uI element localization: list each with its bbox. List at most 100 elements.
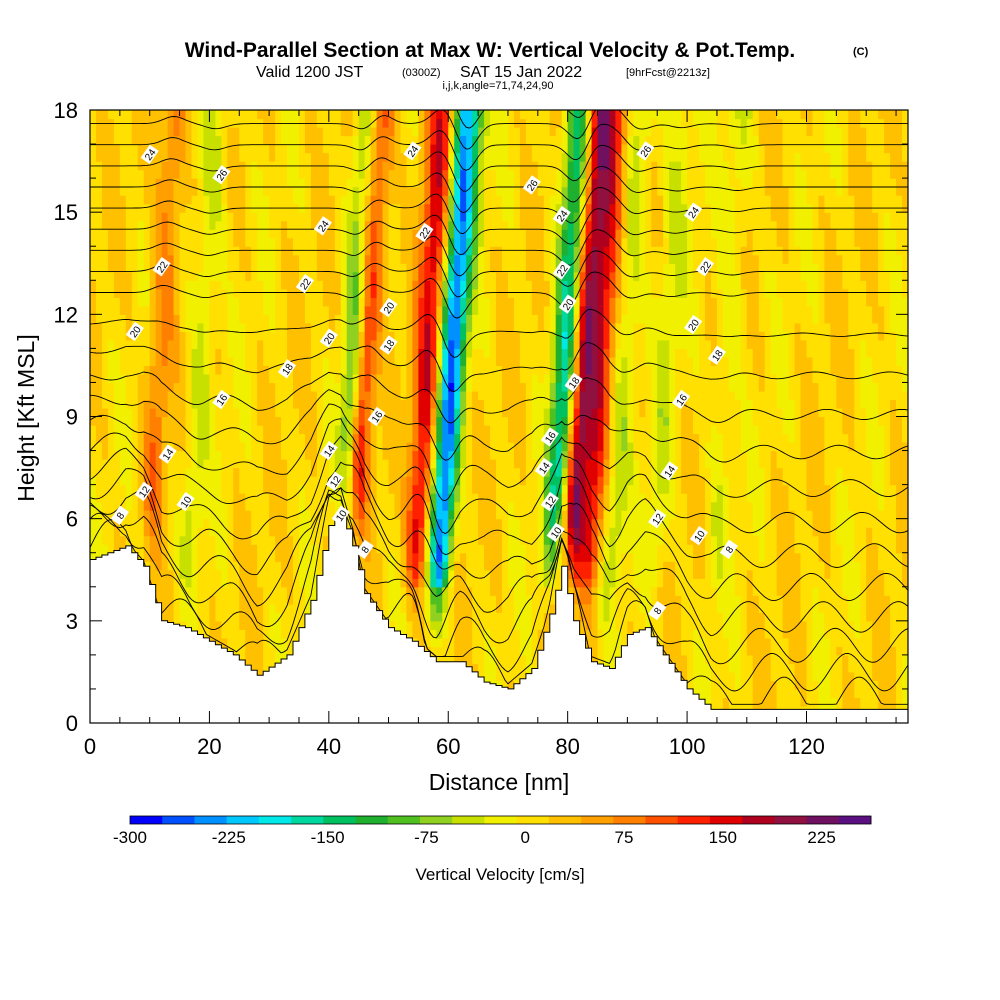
contour-label: 18 xyxy=(564,372,583,393)
y-tick-label: 3 xyxy=(66,609,78,634)
colorbar-segment xyxy=(709,816,743,824)
colorbar-segment xyxy=(806,816,840,824)
colorbar-segment xyxy=(484,816,518,824)
contour-label: 24 xyxy=(403,141,422,161)
contour-label: 22 xyxy=(695,256,714,277)
valid-utc: (0300Z) xyxy=(402,67,441,79)
valid-time-line: Valid 1200 JST (0300Z) SAT 15 Jan 2022 [… xyxy=(256,64,710,81)
contour-label: 18 xyxy=(379,335,398,355)
terrain-mask xyxy=(90,511,908,723)
contour-label: 20 xyxy=(558,294,577,314)
contour-label: 22 xyxy=(552,260,571,280)
contour-label: 20 xyxy=(684,314,702,335)
contour-label: 20 xyxy=(125,321,144,342)
contour-label: 12 xyxy=(325,471,344,491)
y-axis-label: Height [Kft MSL] xyxy=(13,334,39,501)
colorbar-segment xyxy=(419,816,453,824)
contour-label: 10 xyxy=(689,525,708,546)
contour-label: 14 xyxy=(319,440,338,461)
contour-label: 22 xyxy=(415,222,434,243)
contour-label: 12 xyxy=(134,481,153,502)
contour-label: 22 xyxy=(295,273,314,294)
x-tick-label: 80 xyxy=(555,734,579,759)
colorbar-segment xyxy=(452,816,485,824)
contour-label: 8 xyxy=(355,539,374,560)
colorbar-tick-label: 75 xyxy=(615,828,634,847)
contour-label: 10 xyxy=(176,491,195,512)
chart-title: Wind-Parallel Section at Max W: Vertical… xyxy=(185,39,796,62)
contour-label: 14 xyxy=(534,457,553,478)
y-tick-label: 12 xyxy=(54,302,78,327)
contour-label: 20 xyxy=(319,328,338,348)
colorbar-segment xyxy=(613,816,646,824)
valid-date: SAT 15 Jan 2022 xyxy=(460,64,582,81)
colorbar-segment xyxy=(516,816,550,824)
colorbar: -300 -225 -150 -75 0 75 150 225 xyxy=(113,815,872,847)
x-tick-label: 40 xyxy=(317,734,341,759)
colorbar-segment xyxy=(226,816,260,824)
contour-label: 12 xyxy=(648,508,666,529)
colorbar-segment xyxy=(130,816,163,824)
x-tick-label: 20 xyxy=(197,734,221,759)
contour-label: 10 xyxy=(331,505,350,526)
contour-label: 18 xyxy=(707,345,726,365)
valid-prefix: Valid 1200 JST xyxy=(256,64,364,81)
contour-label: 14 xyxy=(158,444,177,464)
contour-label: 20 xyxy=(379,297,398,318)
contour-label: 26 xyxy=(212,164,231,185)
copyright-mark: (C) xyxy=(853,46,869,58)
axis-ticks: 0 20 40 60 80 100 120 0 3 6 9 12 15 18 xyxy=(54,98,908,759)
y-tick-label: 9 xyxy=(66,405,78,430)
contour-label: 10 xyxy=(546,522,565,543)
colorbar-segment xyxy=(387,816,421,824)
colorbar-tick-label: -300 xyxy=(113,828,147,847)
contour-label: 8 xyxy=(648,600,667,621)
colorbar-tick-label: 150 xyxy=(709,828,737,847)
colorbar-segment xyxy=(548,816,582,824)
x-axis-label: Distance [nm] xyxy=(429,769,570,795)
contour-label: 8 xyxy=(719,539,738,560)
forecast-info: [9hrFcst@2213z] xyxy=(626,67,710,79)
contour-label: 24 xyxy=(684,202,702,222)
contour-label: 16 xyxy=(672,389,690,410)
contour-label: 8 xyxy=(110,505,129,526)
colorbar-tick-label: -225 xyxy=(212,828,246,847)
colorbar-segment xyxy=(677,816,711,824)
colorbar-segment xyxy=(774,816,807,824)
contour-label: 16 xyxy=(367,406,386,427)
colorbar-tick-label: -150 xyxy=(311,828,345,847)
colorbar-segment xyxy=(581,816,614,824)
contour-label: 24 xyxy=(552,205,571,226)
x-tick-label: 60 xyxy=(436,734,460,759)
colorbar-tick-label: 225 xyxy=(807,828,835,847)
contour-label: 14 xyxy=(660,461,678,481)
colorbar-segment xyxy=(645,816,679,824)
colorbar-segment xyxy=(162,816,195,824)
colorbar-segment xyxy=(323,816,356,824)
contour-label: 18 xyxy=(277,359,296,379)
contour-label: 24 xyxy=(140,144,159,165)
y-tick-label: 0 xyxy=(66,711,78,736)
colorbar-tick-label: -75 xyxy=(414,828,439,847)
contour-label: 16 xyxy=(212,389,231,410)
x-tick-label: 0 xyxy=(84,734,96,759)
x-tick-label: 120 xyxy=(788,734,825,759)
colorbar-segment xyxy=(742,816,775,824)
y-tick-label: 6 xyxy=(66,507,78,532)
contour-label: 16 xyxy=(540,427,559,447)
contour-label: 22 xyxy=(152,256,171,277)
grid-indices: i,j,k,angle=71,74,24,90 xyxy=(442,80,553,92)
contour-label: 26 xyxy=(522,175,541,195)
y-tick-label: 18 xyxy=(54,98,78,123)
colorbar-segment xyxy=(838,816,872,824)
colorbar-segment xyxy=(258,816,292,824)
contour-label: 12 xyxy=(540,491,559,512)
y-tick-label: 15 xyxy=(54,200,78,225)
colorbar-segment xyxy=(194,816,228,824)
colorbar-segment xyxy=(291,816,324,824)
colorbar-segment xyxy=(355,816,389,824)
vertical-velocity-field xyxy=(90,110,908,723)
